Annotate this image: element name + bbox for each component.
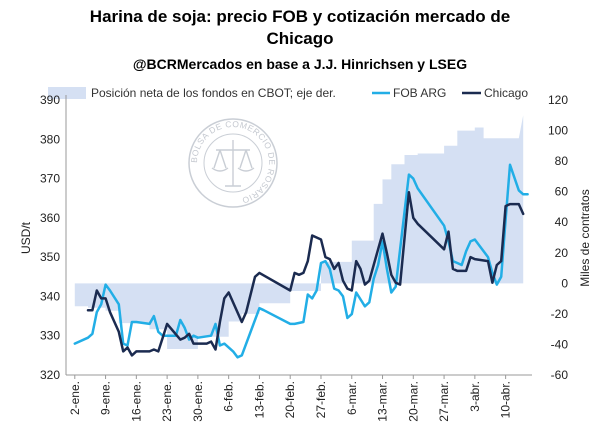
series-line-chicago <box>86 191 525 357</box>
legend-label-net-position: Posición neta de los fondos en CBOT; eje… <box>91 86 336 100</box>
x-tick-label: 2-ene. <box>68 381 82 415</box>
y-tick-label-right: -40 <box>551 337 569 351</box>
y-tick-label-left: 370 <box>40 172 60 186</box>
x-tick-label: 23-ene. <box>160 381 174 422</box>
y-tick-label-right: 120 <box>548 93 568 107</box>
y-tick-label-right: 60 <box>555 185 569 199</box>
y-axis-label-right: Miles de contratos <box>578 189 592 286</box>
y-tick-label-right: -20 <box>551 307 569 321</box>
x-tick-label: 13-feb. <box>252 381 266 418</box>
y-axis-label-left: USD/t <box>19 221 33 254</box>
series-area-net-position <box>74 115 524 349</box>
y-tick-label-left: 340 <box>40 289 60 303</box>
y-tick-label-left: 350 <box>40 250 60 264</box>
x-tick-label: 6-feb. <box>222 381 236 412</box>
x-tick-label: 9-ene. <box>99 381 113 415</box>
legend-swatch-net-position <box>48 87 86 99</box>
x-tick-label: 16-ene. <box>129 381 143 422</box>
y-tick-label-right: -60 <box>551 368 569 382</box>
y-tick-label-left: 360 <box>40 211 60 225</box>
legend-label-fob-arg: FOB ARG <box>393 86 446 100</box>
legend: Posición neta de los fondos en CBOT; eje… <box>48 86 528 100</box>
chart-title-line-1: Harina de soja: precio FOB y cotización … <box>89 7 511 26</box>
x-tick-label: 20-feb. <box>283 381 297 418</box>
y-tick-label-right: 100 <box>548 124 568 138</box>
y-tick-label-right: 80 <box>555 154 569 168</box>
series-line-fob-arg <box>73 163 529 359</box>
x-tick-label: 13-mar. <box>376 381 390 422</box>
x-tick-label: 20-mar. <box>406 381 420 422</box>
y-tick-label-left: 380 <box>40 132 60 146</box>
y-tick-label-right: 20 <box>555 246 569 260</box>
x-tick-label: 27-feb. <box>314 381 328 418</box>
y-tick-label-right: 40 <box>555 215 569 229</box>
x-tick-label: 30-ene. <box>191 381 205 422</box>
x-tick-label: 27-mar. <box>437 381 451 422</box>
x-tick-label: 6-mar. <box>345 381 359 415</box>
x-tick-label: 3-abr. <box>468 381 482 412</box>
chart-title-line-2: Chicago <box>266 29 334 48</box>
x-tick-label: 10-abr. <box>499 381 513 418</box>
watermark-logo: BOLSA DE COMERCIO DE ROSARIO <box>188 118 278 208</box>
y-tick-label-left: 390 <box>40 93 60 107</box>
chart-subtitle: @BCRMercados en base a J.J. Hinrichsen y… <box>132 56 468 72</box>
y-tick-label-left: 330 <box>40 329 60 343</box>
y-tick-label-left: 320 <box>40 368 60 382</box>
y-tick-label-right: 0 <box>561 276 568 290</box>
legend-label-chicago: Chicago <box>484 86 528 100</box>
